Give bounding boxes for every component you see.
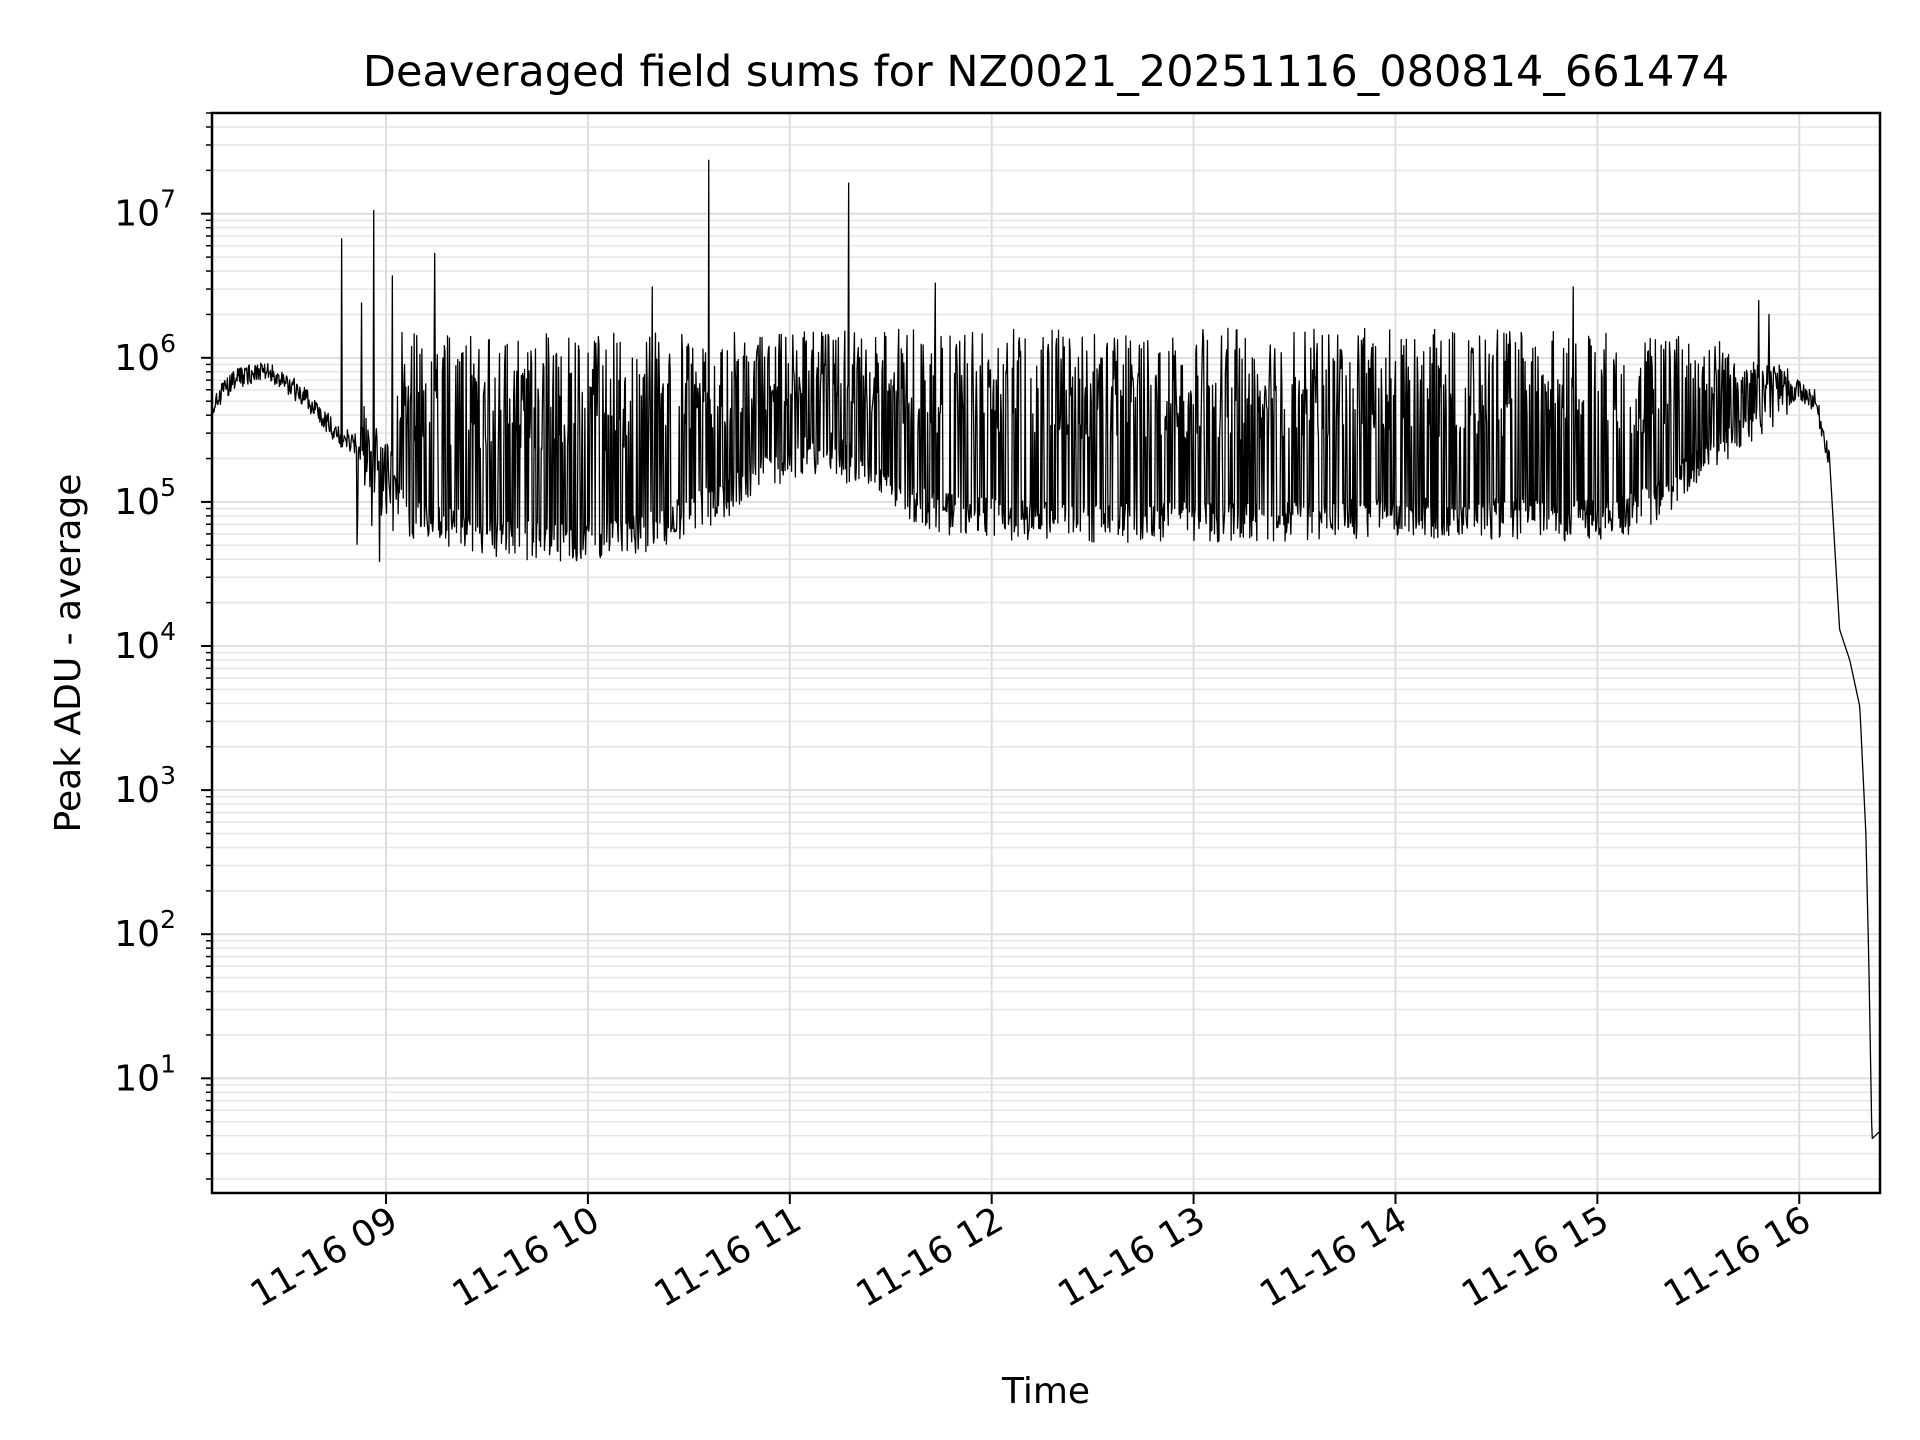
y-tick-label: 101 — [114, 1049, 176, 1099]
y-tick-label: 107 — [114, 185, 176, 235]
y-tick-label: 106 — [114, 329, 176, 379]
data-series — [211, 159, 1881, 1140]
y-axis-label: Peak ADU - average — [48, 474, 89, 833]
y-tick-label: 103 — [114, 761, 176, 811]
chart-title: Deaveraged field sums for NZ0021_2025111… — [363, 47, 1729, 97]
y-tick-label: 102 — [114, 905, 176, 955]
y-tick-label: 105 — [114, 473, 176, 523]
series-line — [211, 159, 1881, 1140]
y-tick-label: 104 — [114, 617, 176, 667]
x-axis-label: Time — [1001, 1371, 1090, 1412]
